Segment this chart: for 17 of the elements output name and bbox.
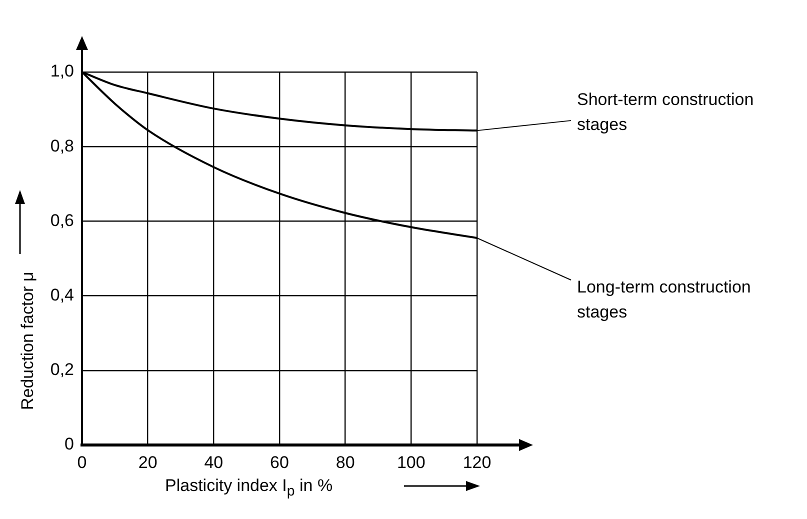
x-tick-label: 20 [138, 452, 158, 472]
y-tick-label: 0 [64, 434, 74, 454]
y-axis-title: Reduction factor μ [18, 272, 38, 410]
x-tick-label: 120 [462, 452, 492, 472]
y-tick-label: 0,6 [50, 210, 74, 230]
x-tick-label: 100 [396, 452, 426, 472]
x-tick-label: 80 [336, 452, 355, 472]
text: Long-term construction stages [577, 278, 751, 322]
y-tick-label: 0,2 [50, 360, 74, 380]
x-axis-title: Plasticity index I$_{p}$ in % [165, 476, 333, 500]
y-tick-label: 0,8 [50, 136, 74, 156]
text: Short-term construction stages [577, 90, 754, 134]
x-tick-label: 60 [270, 452, 289, 472]
x-tick-label: 40 [204, 452, 224, 472]
y-tick-label: 0,4 [50, 285, 74, 304]
y-tick-label: 1,0 [50, 62, 74, 81]
x-tick-label: 0 [77, 452, 87, 472]
